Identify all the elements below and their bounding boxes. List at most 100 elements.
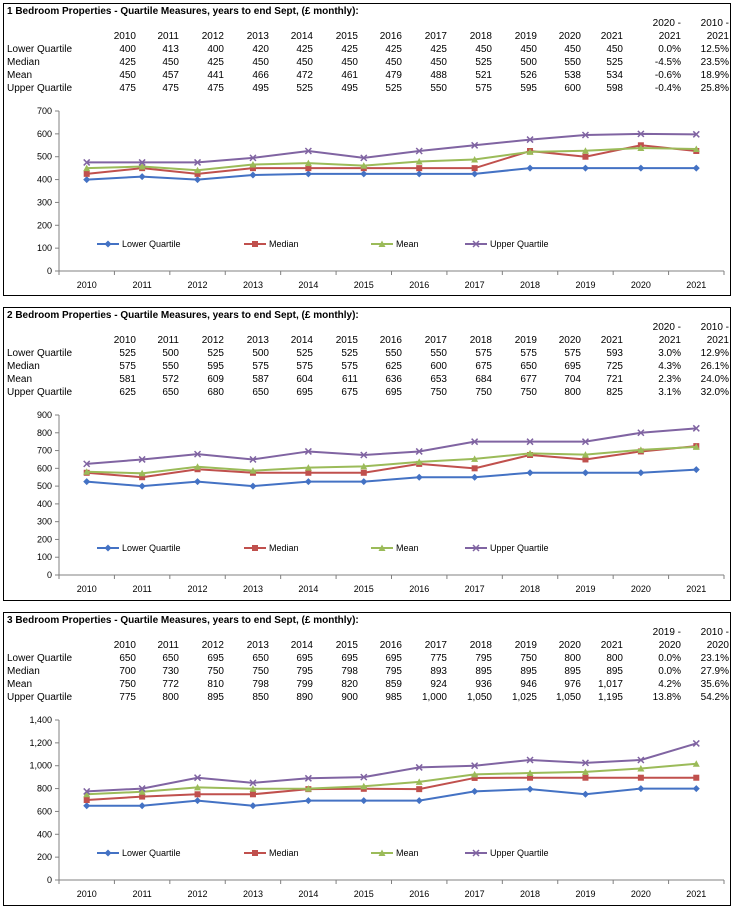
row-label: Median (7, 666, 40, 677)
data-point (692, 145, 700, 152)
data-point (415, 147, 423, 155)
table-cell: 525 (296, 348, 313, 359)
year-header: 2017 (424, 335, 447, 346)
change-header-to: 2021 (658, 31, 681, 42)
y-tick-label: 600 (37, 463, 52, 473)
table-cell: 450 (606, 44, 623, 55)
table-cell: 550 (430, 348, 447, 359)
data-point (581, 790, 589, 798)
table-cell: 420 (252, 44, 269, 55)
row-label: Upper Quartile (7, 387, 73, 398)
change-cell: 27.9% (700, 666, 729, 677)
line-chart: 0 100 200 300 400 500 600 700 800 900 2010 2011 2012… (37, 410, 725, 594)
table-cell: 775 (119, 692, 136, 703)
data-point (138, 163, 146, 170)
change-cell: 2.3% (658, 374, 681, 385)
table-cell: 425 (430, 44, 447, 55)
year-header: 2013 (246, 640, 269, 651)
table-cell: 475 (162, 83, 179, 94)
legend-label: Median (269, 848, 299, 858)
y-tick-label: 200 (37, 534, 52, 544)
data-point (83, 176, 91, 184)
data-point (692, 785, 700, 793)
data-point (526, 756, 534, 764)
data-point (581, 438, 589, 446)
table-cell: 525 (119, 348, 136, 359)
data-point (138, 802, 146, 810)
table-cell: 587 (252, 374, 269, 385)
year-header: 2012 (201, 31, 224, 42)
table-cell: 936 (475, 679, 492, 690)
change-cell: 0.0% (658, 666, 681, 677)
data-point (581, 469, 589, 477)
data-point (581, 147, 589, 154)
table-cell: 479 (385, 70, 402, 81)
year-header: 2010 (113, 640, 136, 651)
year-header: 2021 (600, 335, 623, 346)
row-label: Upper Quartile (7, 692, 73, 703)
year-header: 2016 (379, 31, 402, 42)
table-cell: 450 (430, 57, 447, 68)
table-cell: 400 (207, 44, 224, 55)
legend-marker (378, 240, 386, 247)
data-point (249, 455, 257, 463)
data-point (305, 165, 312, 172)
data-point (416, 786, 423, 793)
data-point (194, 783, 202, 791)
data-point (526, 136, 534, 144)
table-cell: 600 (564, 83, 581, 94)
year-header: 2010 (113, 335, 136, 346)
data-point (637, 469, 645, 477)
table-cell: 695 (296, 653, 313, 664)
table-cell: 593 (606, 348, 623, 359)
data-point (637, 774, 644, 781)
data-point (693, 774, 700, 781)
year-header: 2017 (424, 31, 447, 42)
table-cell: 450 (162, 57, 179, 68)
year-header: 2019 (514, 31, 537, 42)
data-point (83, 164, 91, 172)
data-point (416, 165, 423, 172)
data-point (415, 797, 423, 805)
change-header-to: 2020 (658, 640, 681, 651)
year-header: 2021 (600, 31, 623, 42)
table-cell: 595 (520, 83, 537, 94)
table-cell: 798 (252, 679, 269, 690)
data-point (526, 438, 534, 446)
table-cell: 525 (207, 348, 224, 359)
year-header: 2017 (424, 640, 447, 651)
x-tick-label: 2015 (354, 889, 374, 899)
data-point (138, 173, 146, 181)
table-cell: 575 (520, 348, 537, 359)
table-cell: 725 (606, 361, 623, 372)
data-point (471, 473, 479, 481)
data-point (527, 774, 534, 781)
data-point (471, 165, 478, 172)
data-point (83, 460, 91, 468)
table-cell: 650 (520, 361, 537, 372)
table-cell: 750 (119, 679, 136, 690)
table-cell: 893 (430, 666, 447, 677)
x-tick-label: 2012 (188, 280, 208, 290)
x-tick-label: 2021 (686, 889, 706, 899)
year-header: 2014 (290, 640, 313, 651)
y-tick-label: 200 (37, 852, 52, 862)
table-cell: 598 (606, 83, 623, 94)
data-point (249, 779, 257, 787)
data-point (581, 768, 589, 775)
table-cell: 475 (119, 83, 136, 94)
data-point (582, 456, 589, 463)
table-cell: 425 (341, 44, 358, 55)
table-cell: 730 (162, 666, 179, 677)
change-cell: 23.1% (700, 653, 729, 664)
data-point (581, 164, 589, 172)
data-point (415, 473, 423, 481)
legend-label: Lower Quartile (122, 848, 181, 858)
year-header: 2020 (558, 640, 581, 651)
data-point (194, 774, 202, 782)
table-cell: 500 (252, 348, 269, 359)
data-point (360, 782, 368, 790)
change-header-from: 2010 - (700, 322, 729, 333)
y-tick-label: 400 (37, 175, 52, 185)
table-cell: 575 (475, 348, 492, 359)
